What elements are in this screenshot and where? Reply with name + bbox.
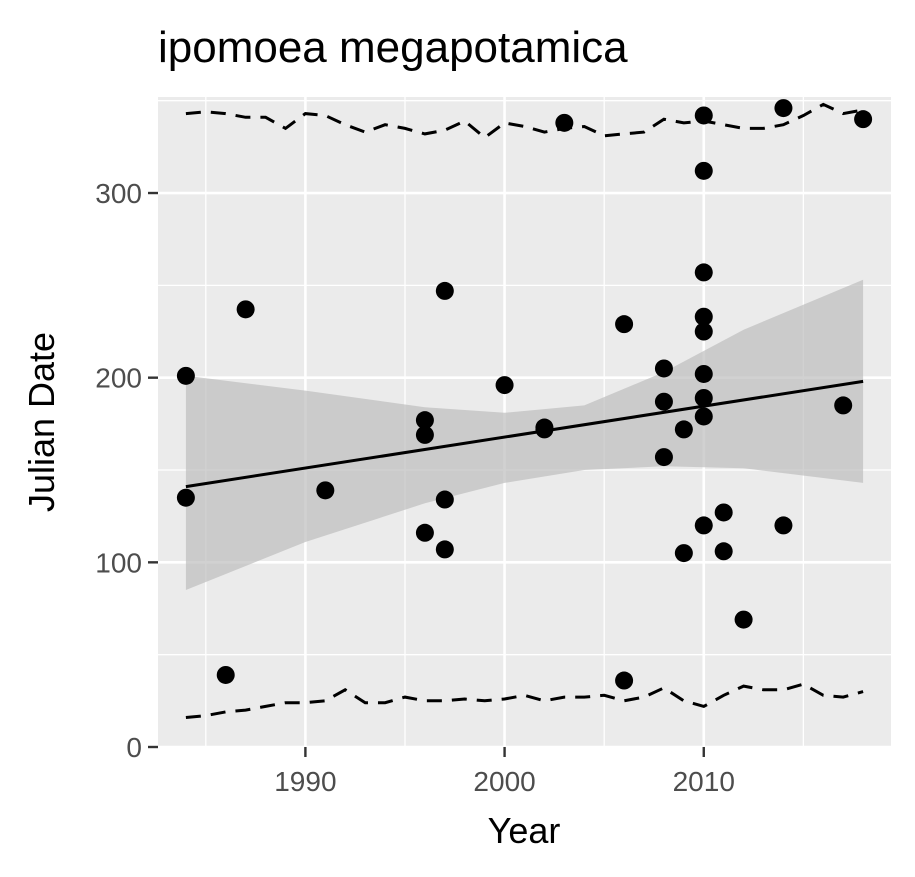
data-point <box>674 544 693 563</box>
data-point <box>834 396 853 415</box>
data-point <box>216 665 235 684</box>
data-point <box>176 366 195 385</box>
x-tick-label: 1990 <box>274 766 336 797</box>
data-point <box>734 610 753 629</box>
y-tick-label: 0 <box>126 732 142 763</box>
lower-dashed-line <box>185 682 864 719</box>
data-point <box>415 523 434 542</box>
data-point <box>694 388 713 407</box>
data-point <box>415 425 434 444</box>
y-tick-label: 300 <box>95 178 142 209</box>
x-tick-label: 2010 <box>673 766 735 797</box>
data-point <box>694 322 713 341</box>
data-point <box>694 307 713 326</box>
data-point <box>654 392 673 411</box>
data-point <box>694 516 713 535</box>
data-point <box>435 490 454 509</box>
data-point <box>714 542 733 561</box>
data-point <box>774 516 793 535</box>
x-axis-ticks: 1990 2000 2010 <box>274 747 735 797</box>
data-point <box>535 420 554 439</box>
data-point <box>435 281 454 300</box>
data-point <box>316 481 335 500</box>
data-point <box>654 359 673 378</box>
y-axis-ticks: 0 100 200 300 <box>95 178 158 763</box>
trend-line <box>185 379 864 489</box>
data-point <box>674 420 693 439</box>
upper-dashed-line <box>185 102 864 140</box>
data-point <box>435 540 454 559</box>
data-point <box>774 99 793 118</box>
data-point <box>694 407 713 426</box>
data-point <box>654 448 673 467</box>
data-points <box>176 99 873 690</box>
y-axis-title: Julian Date <box>21 332 62 512</box>
data-point <box>495 376 514 395</box>
data-point <box>714 503 733 522</box>
data-point <box>176 488 195 507</box>
data-point <box>415 411 434 430</box>
data-point <box>236 300 255 319</box>
data-point <box>694 106 713 125</box>
y-tick-label: 100 <box>95 547 142 578</box>
x-axis-title: Year <box>488 810 561 851</box>
y-tick-label: 200 <box>95 363 142 394</box>
data-point <box>854 110 873 129</box>
data-point <box>615 671 634 690</box>
data-point <box>694 161 713 180</box>
data-point <box>694 364 713 383</box>
chart-title: ipomoea megapotamica <box>158 23 628 72</box>
x-tick-label: 2000 <box>473 766 535 797</box>
data-point <box>694 263 713 282</box>
data-point <box>615 315 634 334</box>
data-point <box>555 113 574 132</box>
